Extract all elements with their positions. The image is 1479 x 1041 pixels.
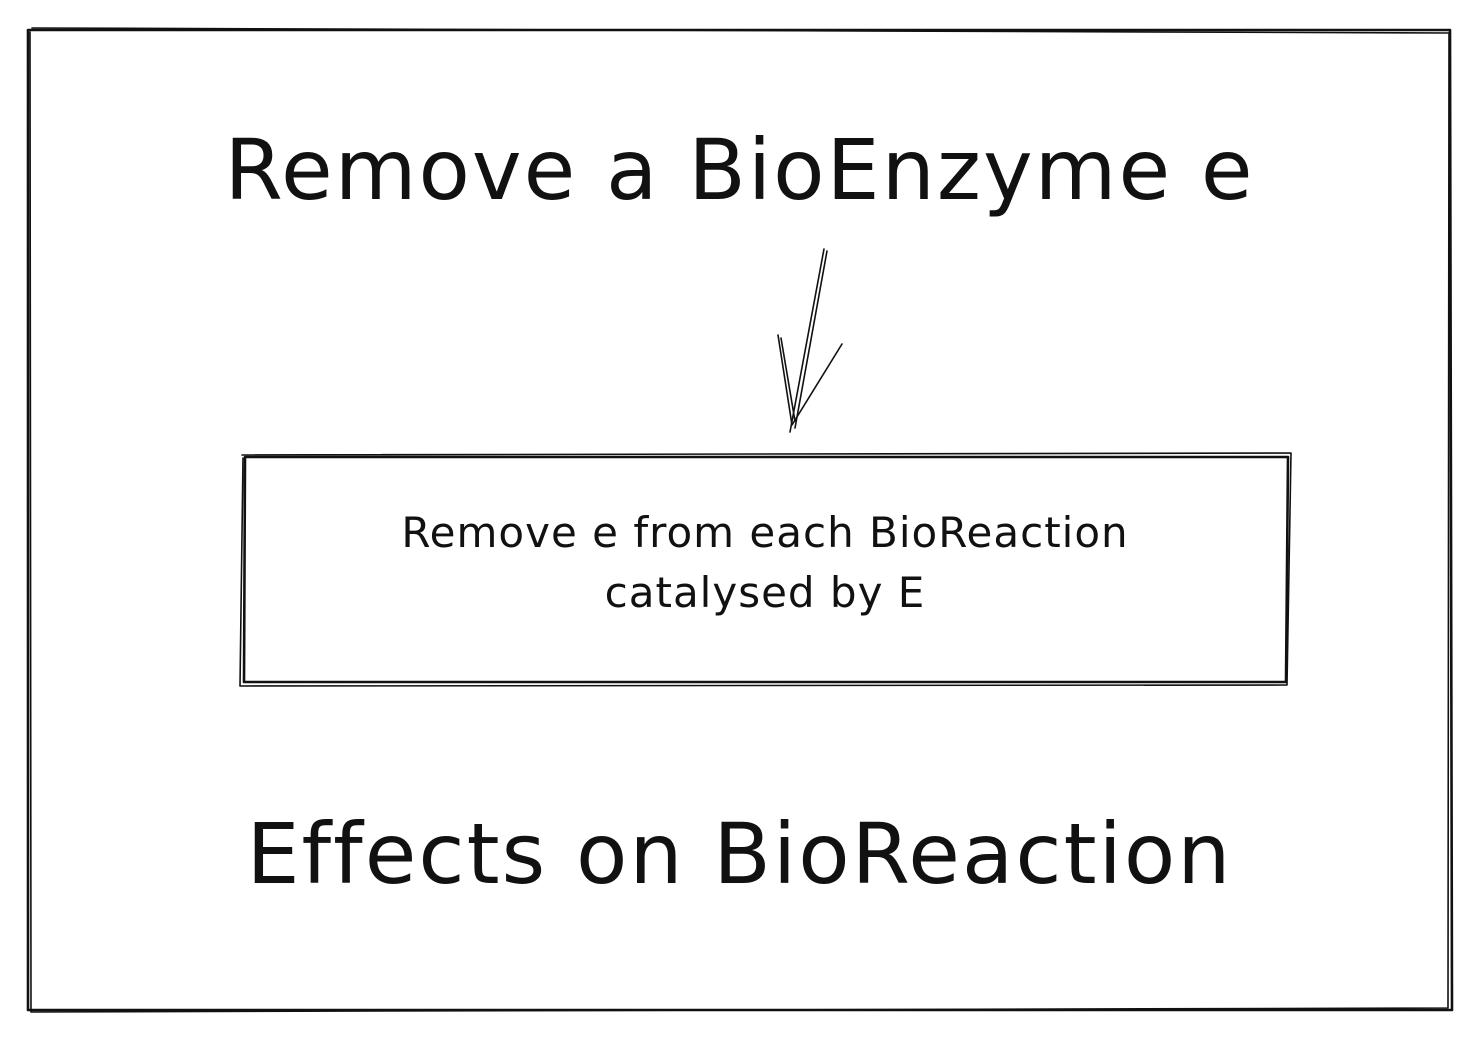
title-remove-bioenzyme: Remove a BioEnzyme e (224, 121, 1255, 219)
title-effects-on-bioreaction: Effects on BioReaction (246, 805, 1233, 903)
outer-frame (26, 27, 1454, 1013)
process-box-text: Remove e from each BioReaction catalysed… (245, 503, 1285, 623)
arrow-down (777, 248, 843, 433)
process-box-line-2: catalysed by E (604, 568, 926, 617)
process-box-line-1: Remove e from each BioReaction (401, 508, 1129, 557)
process-box-frame (239, 452, 1292, 687)
